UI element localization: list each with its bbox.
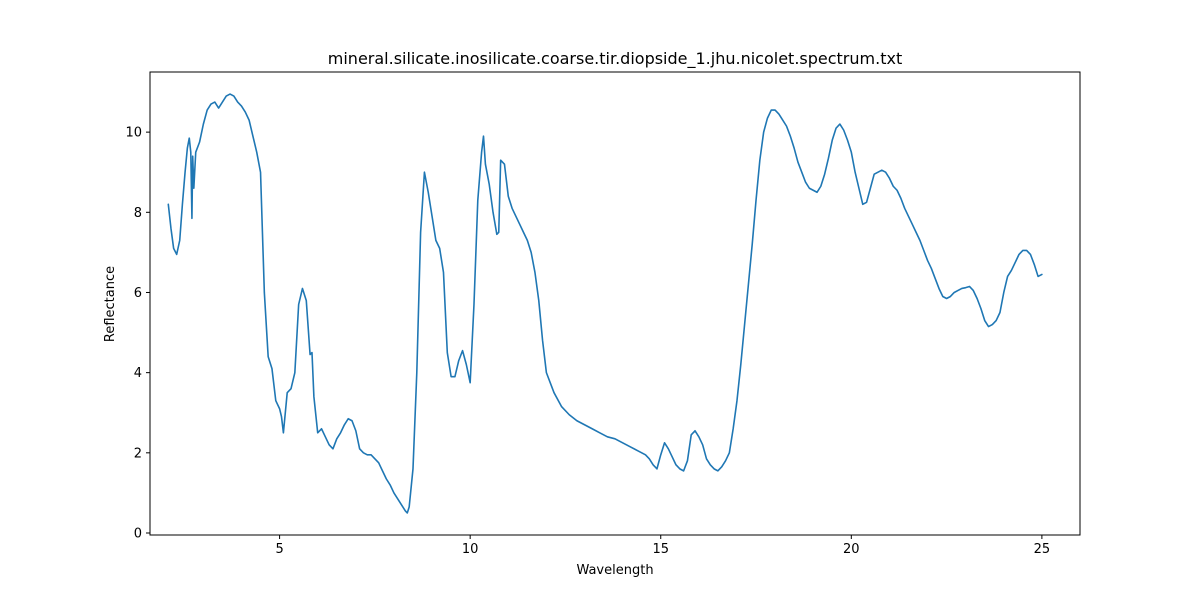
plot-frame (149, 71, 1081, 536)
series-line-0 (167, 93, 1043, 514)
y-tick-label: 2 (134, 446, 142, 461)
x-tick-label: 20 (843, 542, 860, 557)
x-axis-ticks: 5 10 15 20 25 (275, 535, 1050, 557)
y-tick-label: 0 (134, 526, 142, 541)
x-tick-label: 5 (275, 542, 283, 557)
y-axis-label: Reflectance (103, 266, 118, 342)
x-axis-label: Wavelength (576, 563, 653, 578)
y-tick-label: 4 (134, 366, 142, 381)
y-tick-label: 8 (134, 206, 142, 221)
x-tick-label: 15 (652, 542, 669, 557)
series-layer (167, 93, 1043, 514)
plot-area: 5 10 15 20 25 0 2 4 6 8 10 (125, 71, 1081, 557)
chart-title: mineral.silicate.inosilicate.coarse.tir.… (328, 49, 902, 69)
x-tick-label: 25 (1034, 542, 1051, 557)
y-tick-label: 10 (125, 126, 142, 141)
y-axis-ticks: 0 2 4 6 8 10 (125, 126, 150, 541)
y-tick-label: 6 (134, 286, 142, 301)
x-tick-label: 10 (462, 542, 479, 557)
